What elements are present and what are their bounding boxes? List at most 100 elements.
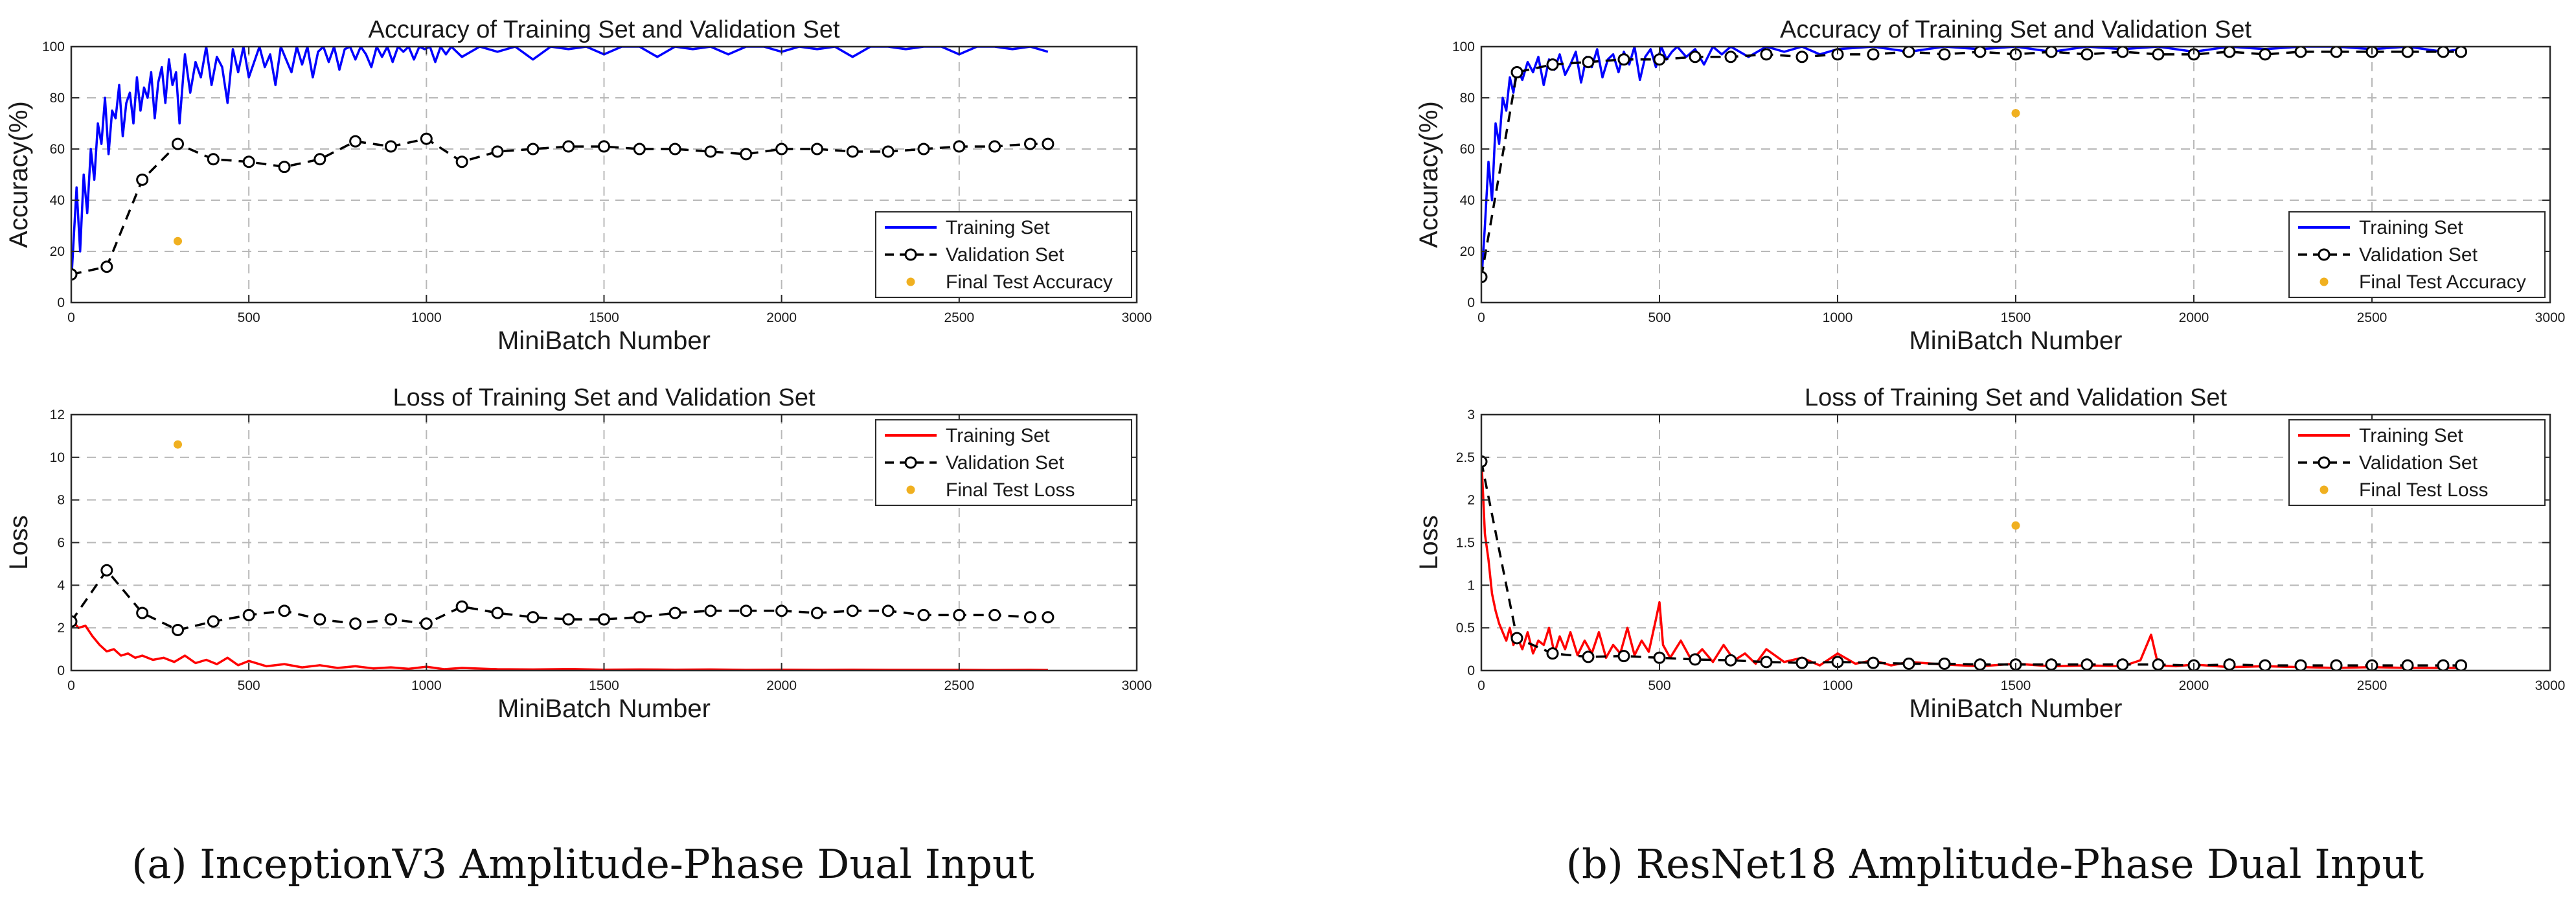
x-tick-label: 3000 xyxy=(2535,310,2566,325)
x-tick-label: 500 xyxy=(238,678,260,693)
series-validation-set-marker xyxy=(527,143,540,155)
series-final-test-accuracy-point xyxy=(2011,109,2020,118)
x-axis-label: MiniBatch Number xyxy=(497,327,711,355)
series-validation-set-marker xyxy=(2401,47,2414,58)
series-validation-set-marker xyxy=(2330,659,2343,671)
chart-title: Loss of Training Set and Validation Set xyxy=(1805,384,2227,411)
series-validation-set-marker xyxy=(2259,659,2272,671)
series-validation-set-marker xyxy=(2080,658,2093,671)
series-final-test-loss-point xyxy=(2011,521,2020,530)
legend-validation-set-marker xyxy=(2318,456,2331,469)
series-validation-set-marker xyxy=(988,608,1001,621)
x-tick-label: 1000 xyxy=(1823,310,1853,325)
series-group xyxy=(1481,47,2467,283)
legend: Training Set Validation Set Final Test Acc… xyxy=(2288,211,2546,298)
y-tick-label: 2 xyxy=(57,621,65,636)
legend-validation-set-label: Validation Set xyxy=(2359,452,2478,474)
panel-b-loss-chart: 0 500 1000 1500 2000 2500 3000 0 0.5 1 1.5 2 2.5 3 Los… xyxy=(1415,384,2565,723)
x-tick-label: 3000 xyxy=(1122,678,1152,693)
series-validation-set-marker xyxy=(313,153,326,166)
series-validation-set-marker xyxy=(2045,658,2058,671)
x-tick-label: 1500 xyxy=(589,678,619,693)
y-axis-label: Loss xyxy=(5,515,33,570)
panel-a-loss-chart: 0 500 1000 1500 2000 2500 3000 0 2 4 6 8 10 12 Loss of… xyxy=(5,384,1152,723)
series-validation-set-marker xyxy=(1938,48,1951,61)
series-validation-set-marker xyxy=(1582,650,1595,663)
x-tick-label: 0 xyxy=(1477,678,1485,693)
series-validation-set-marker xyxy=(1617,650,1630,663)
y-tick-label: 2.5 xyxy=(1456,450,1475,465)
series-final-test-loss-point xyxy=(174,440,182,449)
series-validation-set-marker xyxy=(633,611,646,624)
series-validation-set-marker xyxy=(2455,47,2467,58)
y-tick-label: 1 xyxy=(1467,578,1475,593)
series-validation-set-marker xyxy=(207,153,220,166)
series-validation-set-marker xyxy=(598,613,610,626)
caption-a: (a) InceptionV3 Amplitude-Phase Dual Inp… xyxy=(131,840,1034,888)
legend-validation-set-marker xyxy=(2318,248,2331,261)
series-training-set-line xyxy=(1481,47,2461,277)
series-validation-set-marker xyxy=(1510,632,1523,645)
series-validation-set-marker xyxy=(775,143,788,155)
y-tick-label: 0 xyxy=(57,663,65,678)
series-group xyxy=(71,47,1054,281)
series-validation-set-marker xyxy=(1902,47,1915,58)
series-validation-set-marker xyxy=(1974,47,1987,58)
legend-validation-set-label: Validation Set xyxy=(2359,244,2478,266)
x-tick-label: 2000 xyxy=(2179,310,2209,325)
series-validation-set-marker xyxy=(278,161,291,174)
series-validation-set-marker xyxy=(2152,658,2165,671)
series-validation-set-marker xyxy=(917,608,930,621)
x-tick-label: 1000 xyxy=(1823,678,1853,693)
y-tick-label: 20 xyxy=(1460,244,1475,259)
series-validation-set-marker xyxy=(172,623,184,636)
series-validation-set-marker xyxy=(1795,51,1808,63)
series-validation-set-marker xyxy=(1024,137,1036,150)
legend-final-test-accuracy-label: Final Test Accuracy xyxy=(2359,271,2526,293)
series-validation-set-marker xyxy=(349,617,362,630)
legend-training-set-label: Training Set xyxy=(2359,217,2463,238)
series-validation-set-marker xyxy=(846,604,859,617)
series-validation-set-marker xyxy=(704,145,717,158)
series-validation-set-marker xyxy=(1724,654,1737,667)
y-tick-label: 1.5 xyxy=(1456,536,1475,551)
legend-final-test-loss-label: Final Test Loss xyxy=(946,479,1075,501)
x-tick-label: 2500 xyxy=(944,678,974,693)
series-validation-set-marker xyxy=(882,604,895,617)
y-tick-label: 100 xyxy=(42,40,65,54)
legend-final-test-loss-point xyxy=(906,485,915,494)
series-validation-set-marker xyxy=(207,615,220,628)
series-validation-set-marker xyxy=(988,140,1001,153)
y-tick-label: 100 xyxy=(1452,40,1475,54)
legend-final-test-loss-point xyxy=(2320,485,2329,494)
y-tick-label: 0 xyxy=(1467,295,1475,310)
series-validation-set-marker xyxy=(811,143,823,155)
y-tick-label: 80 xyxy=(1460,91,1475,106)
x-tick-label: 500 xyxy=(1648,310,1670,325)
x-tick-label: 0 xyxy=(67,310,75,325)
legend-training-set-label: Training Set xyxy=(946,425,1050,446)
series-validation-set-marker xyxy=(917,143,930,155)
x-tick-label: 1500 xyxy=(2001,310,2031,325)
x-tick-label: 3000 xyxy=(2535,678,2566,693)
y-tick-label: 12 xyxy=(50,408,65,422)
y-tick-label: 40 xyxy=(1460,193,1475,208)
series-training-set-line xyxy=(1481,465,2461,669)
series-validation-set-marker xyxy=(527,611,540,624)
series-validation-set-marker xyxy=(491,145,504,158)
series-validation-set-marker xyxy=(953,608,966,621)
series-validation-set-marker xyxy=(2116,47,2129,58)
legend-final-test-accuracy-point xyxy=(2320,277,2329,286)
series-validation-set-marker xyxy=(562,613,575,626)
series-validation-set-marker xyxy=(2294,47,2307,58)
series-validation-set-marker xyxy=(2259,48,2272,61)
x-tick-label: 500 xyxy=(238,310,260,325)
series-validation-set-marker xyxy=(2223,658,2236,671)
series-validation-set-marker xyxy=(71,268,78,281)
series-validation-set-marker xyxy=(455,600,468,613)
series-validation-set-marker xyxy=(2223,47,2236,58)
series-validation-set-marker xyxy=(2080,48,2093,61)
series-validation-set-marker xyxy=(775,604,788,617)
x-tick-label: 1500 xyxy=(589,310,619,325)
series-validation-set-marker xyxy=(1582,56,1595,69)
